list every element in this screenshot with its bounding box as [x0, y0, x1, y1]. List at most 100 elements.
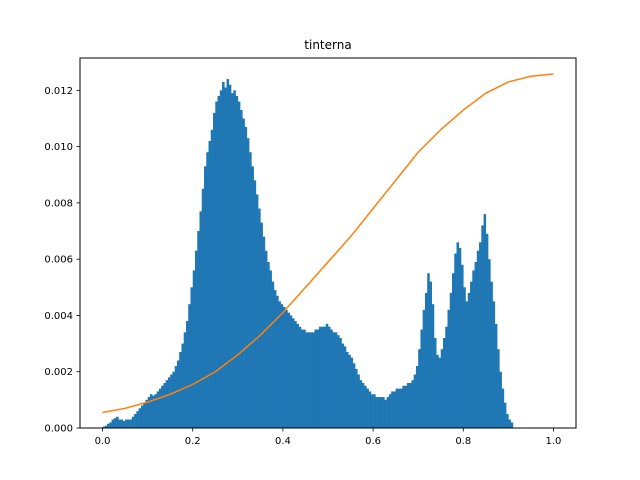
- histogram-bar: [501, 388, 505, 428]
- histogram-bar: [334, 332, 338, 428]
- histogram-bar: [190, 287, 194, 428]
- histogram-bar: [231, 93, 234, 429]
- histogram-bar: [440, 349, 444, 428]
- histogram-bar: [278, 301, 281, 428]
- histogram-bar: [461, 264, 464, 428]
- histogram-bar: [271, 281, 275, 428]
- y-tick-label: 0.008: [44, 198, 73, 209]
- histogram-bar: [467, 292, 471, 428]
- histogram-bar: [280, 304, 284, 428]
- histogram-bar: [375, 397, 378, 428]
- histogram-bar: [479, 242, 482, 428]
- histogram-bar: [167, 377, 171, 428]
- histogram-bar: [415, 366, 419, 428]
- histogram-bar: [267, 261, 270, 428]
- histogram-bar: [163, 382, 166, 428]
- y-tick-label: 0.002: [44, 367, 73, 378]
- histogram-bar: [330, 329, 333, 428]
- histogram-bar: [325, 323, 329, 428]
- histogram-bar: [314, 329, 318, 428]
- histogram-bar: [384, 399, 387, 428]
- cdf-line-path: [102, 73, 554, 414]
- histogram-bar: [442, 337, 446, 428]
- histogram-bar: [147, 397, 151, 428]
- histogram-bar: [285, 309, 288, 428]
- histogram-bar: [424, 292, 428, 428]
- histogram-bar: [172, 371, 175, 428]
- histogram-bar: [102, 426, 106, 428]
- histogram-bar: [289, 315, 293, 428]
- x-tick-label: 0.0: [95, 436, 111, 447]
- histogram-bar: [192, 270, 196, 428]
- histogram-bar: [174, 366, 178, 428]
- histogram-bar: [436, 354, 439, 428]
- histogram-bar: [176, 360, 180, 428]
- histogram-bar: [237, 101, 241, 429]
- histogram-bar: [508, 419, 511, 428]
- histogram-bar: [497, 349, 500, 428]
- histogram-bar: [352, 363, 356, 428]
- histogram-bar: [357, 374, 360, 428]
- histogram-bar: [386, 397, 390, 428]
- histogram-bar: [149, 394, 153, 428]
- histogram-bar: [127, 419, 130, 428]
- histogram-bar: [233, 90, 236, 429]
- histogram-bar: [465, 301, 469, 428]
- histogram-bar: [388, 394, 392, 428]
- histogram-bar: [224, 87, 227, 428]
- histogram-bar: [107, 423, 110, 428]
- chart-title: tinterna: [304, 38, 351, 52]
- x-axis: 0.0 0.2 0.4 0.6 0.8 1.0: [95, 428, 561, 447]
- histogram-bar: [208, 141, 212, 428]
- histogram-bar: [213, 112, 216, 429]
- histogram-bar: [418, 349, 421, 428]
- histogram-bar: [273, 290, 277, 428]
- histogram-bar: [244, 126, 248, 428]
- histogram-bar: [427, 273, 430, 428]
- histogram-bar: [194, 250, 198, 428]
- histogram-bar: [337, 335, 340, 428]
- histogram-bar: [490, 281, 493, 428]
- histogram-bar: [156, 391, 160, 428]
- histogram-bar: [294, 321, 297, 428]
- histogram-bar: [382, 397, 385, 428]
- histogram-bar: [397, 388, 401, 428]
- histogram-bar: [246, 138, 250, 428]
- histogram-bar: [143, 402, 146, 428]
- histogram-bar: [125, 419, 128, 428]
- histogram-bar: [364, 385, 367, 428]
- histogram-bar: [379, 397, 383, 428]
- histogram-bar: [494, 323, 498, 428]
- histogram-bar: [217, 95, 221, 428]
- histogram-bar: [269, 270, 272, 428]
- histogram-bar: [185, 321, 189, 428]
- histogram-bar: [303, 329, 306, 428]
- histogram-bar: [235, 95, 239, 428]
- histogram-bar: [183, 332, 187, 428]
- histogram-bar: [222, 81, 225, 429]
- histogram-bar: [298, 326, 302, 428]
- histogram-bar: [323, 326, 327, 428]
- histogram-bar: [445, 326, 448, 428]
- plot-frame: [79, 57, 577, 429]
- histogram-bar: [400, 388, 403, 428]
- histogram-bar: [111, 419, 115, 428]
- histogram-bar: [120, 419, 124, 428]
- histogram-bar: [287, 312, 290, 428]
- histogram-bar: [291, 318, 295, 428]
- histogram-bar: [215, 101, 218, 429]
- y-tick-label: 0.000: [44, 424, 73, 435]
- histogram-bar: [391, 391, 394, 428]
- y-tick-label: 0.004: [44, 311, 73, 322]
- histogram-bar: [413, 374, 417, 428]
- histogram-bar: [228, 84, 232, 428]
- x-tick-label: 0.8: [455, 436, 471, 447]
- x-tick-label: 0.6: [365, 436, 381, 447]
- histogram-bar: [328, 326, 331, 428]
- histogram-bar: [136, 411, 139, 428]
- histogram-bar: [458, 247, 462, 428]
- histogram-bar: [199, 211, 203, 428]
- histogram-bar: [260, 222, 263, 428]
- histogram-bar: [470, 281, 473, 428]
- histogram-bar: [339, 337, 342, 428]
